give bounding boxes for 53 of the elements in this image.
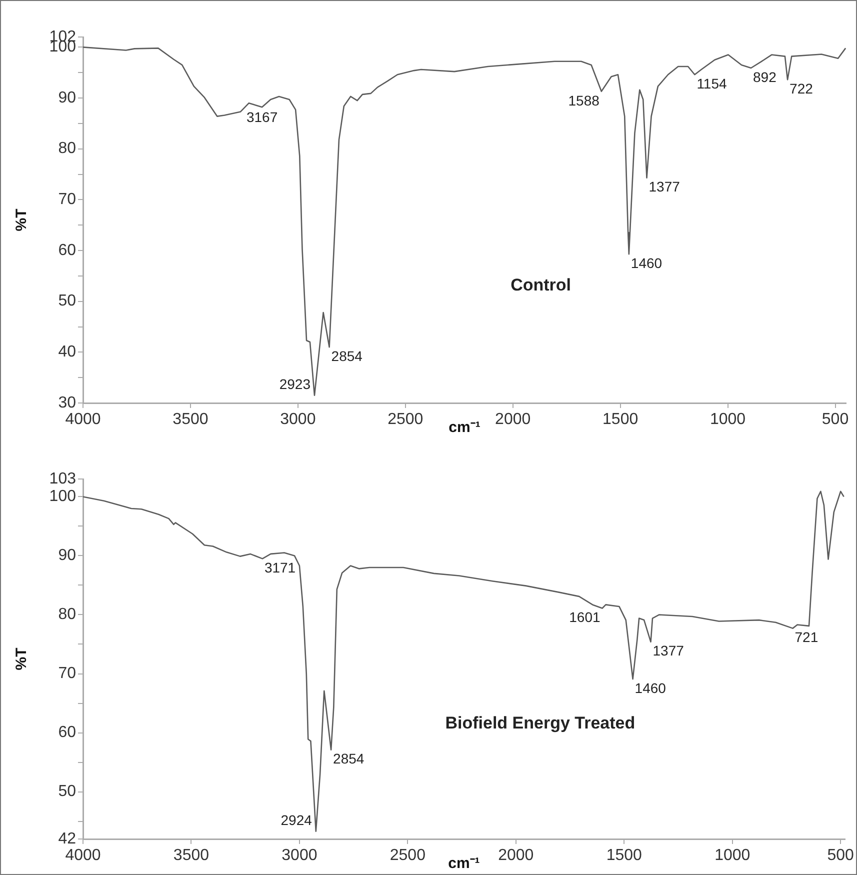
x-tick-label: 500: [827, 847, 854, 864]
y-tick-label: 103: [49, 470, 76, 488]
x-axis-title: cm⁻¹: [448, 419, 480, 436]
x-tick-label: 3000: [282, 847, 318, 864]
y-tick-label: 90: [58, 547, 76, 564]
y-tick-label: 50: [58, 783, 76, 800]
y-tick-label: 70: [58, 191, 76, 208]
annotation: 1377: [648, 178, 680, 195]
x-tick-label: 3500: [173, 847, 210, 864]
y-tick-label: 90: [58, 89, 76, 106]
y-tick-label: 60: [58, 724, 76, 742]
x-tick-label: 4000: [65, 411, 101, 428]
annotation: 1601: [569, 609, 600, 626]
x-tick-label: 1000: [710, 411, 746, 428]
y-tick-label: 42: [58, 830, 76, 848]
x-tick-label: 2000: [498, 847, 534, 864]
y-tick-label: 70: [58, 665, 76, 682]
y-axis-title: %T: [13, 648, 30, 670]
annotation: 892: [753, 68, 777, 85]
y-tick-label: 40: [58, 344, 76, 361]
x-tick-label: 2500: [390, 847, 426, 864]
annotation: 2854: [333, 750, 364, 767]
annotation: Biofield Energy Treated: [445, 713, 636, 732]
x-axis-title: cm⁻¹: [448, 855, 480, 872]
x-tick-label: 1500: [602, 411, 638, 428]
x-tick-label: 2000: [495, 411, 531, 428]
x-tick-label: 3500: [172, 411, 208, 428]
annotation: 1154: [696, 75, 728, 92]
annotation: 722: [790, 80, 814, 97]
x-tick-label: 500: [822, 411, 849, 428]
annotation: Control: [510, 276, 572, 295]
x-tick-label: 4000: [65, 847, 101, 864]
annotation: 1377: [652, 642, 684, 659]
y-axis-title: %T: [13, 208, 30, 232]
x-tick-label: 1000: [714, 847, 750, 864]
y-tick-label: 30: [58, 394, 76, 412]
y-tick-label: 60: [58, 242, 76, 259]
annotation: 721: [794, 629, 818, 646]
y-tick-label: 80: [58, 140, 76, 158]
annotation: 1460: [634, 680, 666, 696]
annotation: 2854: [331, 348, 363, 364]
annotation: 2923: [279, 376, 311, 392]
y-tick-label: 80: [58, 606, 76, 624]
y-tick-label: 50: [58, 292, 76, 310]
annotation: 3167: [246, 109, 278, 126]
x-tick-label: 3000: [280, 411, 316, 428]
annotation: 3171: [264, 560, 296, 576]
annotation: 1460: [630, 254, 662, 271]
annotation: 2924: [280, 812, 312, 828]
x-tick-label: 1500: [606, 847, 642, 864]
annotation: 1588: [568, 92, 600, 108]
x-tick-label: 2500: [388, 411, 424, 428]
y-tick-label: 100: [49, 488, 76, 506]
